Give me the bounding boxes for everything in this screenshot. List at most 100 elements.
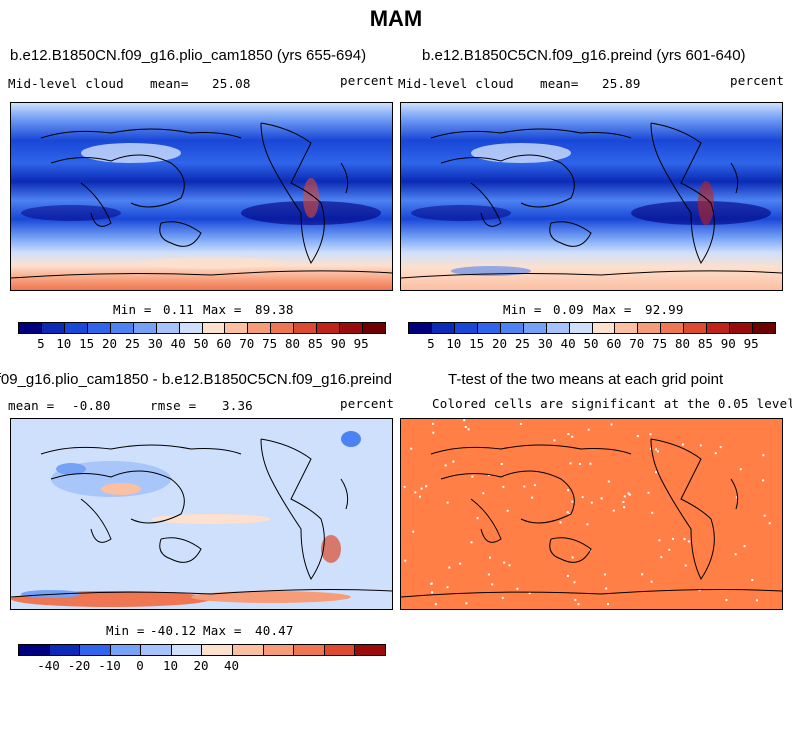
colorbar-top-left-swatch bbox=[110, 323, 134, 333]
max-label-bottom-left: Max = bbox=[203, 623, 242, 638]
colorbar-bottom-left-tick-label: 0 bbox=[136, 658, 144, 673]
colorbar-top-right-tick-label: 25 bbox=[514, 336, 530, 351]
non-significant-cell bbox=[506, 509, 509, 512]
colorbar-top-right-swatch bbox=[707, 323, 731, 333]
non-significant-cell bbox=[523, 485, 526, 488]
colorbar-top-right-swatch bbox=[638, 323, 662, 333]
colorbar-top-left-swatch bbox=[248, 323, 272, 333]
non-significant-cell bbox=[528, 592, 531, 594]
colorbar-top-left-swatch bbox=[202, 323, 226, 333]
non-significant-cell bbox=[607, 480, 610, 483]
colorbar-top-right-swatch bbox=[431, 323, 455, 333]
colorbar-top-right-swatch bbox=[592, 323, 616, 333]
non-significant-cell bbox=[605, 587, 608, 590]
non-significant-cell bbox=[581, 496, 584, 499]
panel-title-top-left: b.e12.B1850CN.f09_g16.plio_cam1850 (yrs … bbox=[10, 47, 367, 64]
mean-value-bottom-left: -0.80 bbox=[72, 398, 111, 413]
colorbar-bottom-left bbox=[18, 644, 386, 656]
colorbar-top-right-swatch bbox=[615, 323, 639, 333]
colorbar-top-right-swatch bbox=[477, 323, 501, 333]
non-significant-cell bbox=[647, 491, 650, 494]
colorbar-top-right-tick-label: 60 bbox=[606, 336, 622, 351]
colorbar-bottom-left-swatch bbox=[355, 645, 385, 655]
colorbar-top-left-swatch bbox=[179, 323, 203, 333]
non-significant-cell bbox=[431, 422, 434, 425]
colorbar-top-right-swatch bbox=[500, 323, 524, 333]
colorbar-bottom-left-swatch bbox=[49, 645, 81, 655]
non-significant-cell bbox=[725, 599, 728, 602]
min-label-top-right: Min = bbox=[503, 302, 542, 317]
colorbar-top-right-swatch bbox=[546, 323, 570, 333]
non-significant-cell bbox=[699, 444, 702, 447]
non-significant-cell bbox=[448, 566, 451, 569]
mean-label-top-right: mean= bbox=[540, 76, 579, 91]
colorbar-top-left-swatch bbox=[64, 323, 88, 333]
significance-fill bbox=[401, 419, 782, 609]
mean-value-top-right: 25.89 bbox=[602, 76, 641, 91]
colorbar-bottom-left-tick-label: -10 bbox=[98, 658, 121, 673]
colorbar-top-right-tick-label: 30 bbox=[537, 336, 553, 351]
non-significant-cell bbox=[410, 447, 413, 450]
colorbar-top-left-tick-label: 60 bbox=[216, 336, 232, 351]
colorbar-bottom-left-tick-label: 10 bbox=[162, 658, 179, 673]
colorbar-bottom-left-tick-label: -20 bbox=[67, 658, 91, 673]
non-significant-cell bbox=[656, 450, 659, 453]
colorbar-bottom-left-swatch bbox=[294, 645, 325, 655]
non-significant-cell bbox=[567, 433, 570, 435]
non-significant-cell bbox=[403, 485, 406, 488]
non-significant-cell bbox=[500, 463, 503, 465]
variable-label-top-left: Mid-level cloud bbox=[8, 76, 124, 91]
colorbar-bottom-left-swatch bbox=[110, 645, 142, 655]
colorbar-top-left-tick-label: 30 bbox=[147, 336, 163, 351]
variable-label-top-right: Mid-level cloud bbox=[398, 76, 514, 91]
colorbar-top-left-swatch bbox=[41, 323, 65, 333]
non-significant-cell bbox=[600, 497, 603, 500]
non-significant-cell bbox=[476, 517, 479, 520]
non-significant-cell bbox=[571, 500, 574, 503]
min-label-bottom-left: Min = bbox=[106, 623, 145, 638]
max-value-top-left: 89.38 bbox=[255, 302, 294, 317]
non-significant-cell bbox=[501, 596, 504, 599]
non-significant-cell bbox=[641, 573, 644, 576]
colorbar-bottom-left-swatch bbox=[19, 645, 50, 655]
non-significant-cell bbox=[714, 452, 717, 455]
non-significant-cell bbox=[668, 548, 671, 551]
non-significant-cell bbox=[655, 471, 657, 474]
non-significant-cell bbox=[768, 522, 771, 525]
colorbar-top-left-tick-label: 50 bbox=[193, 336, 209, 351]
colorbar-bottom-left-swatch bbox=[171, 645, 203, 655]
non-significant-cell bbox=[687, 540, 690, 543]
colorbar-bottom-left-swatch bbox=[202, 645, 234, 655]
non-significant-cell bbox=[672, 537, 674, 540]
non-significant-cell bbox=[573, 581, 576, 584]
non-significant-cell bbox=[587, 428, 590, 431]
max-value-bottom-left: 40.47 bbox=[255, 623, 294, 638]
difference-field-bottom-left bbox=[11, 419, 392, 609]
colorbar-top-right-tick-label: 90 bbox=[720, 336, 736, 351]
colorbar-bottom-left-swatch bbox=[263, 645, 295, 655]
colorbar-top-right-tick-label: 15 bbox=[469, 336, 485, 351]
max-label-top-right: Max = bbox=[593, 302, 632, 317]
colorbar-top-right-swatch bbox=[523, 323, 547, 333]
colorbar-bottom-left-swatch bbox=[324, 645, 356, 655]
colorbar-top-left-tick-label: 90 bbox=[330, 336, 346, 351]
colorbar-top-right-swatch bbox=[569, 323, 593, 333]
colorbar-top-left-tick-label: 15 bbox=[79, 336, 95, 351]
units-top-right: percent bbox=[730, 73, 785, 88]
colorbar-top-left-swatch bbox=[87, 323, 111, 333]
colorbar-bottom-left-tick-label: -40 bbox=[37, 658, 60, 673]
non-significant-cell bbox=[589, 462, 592, 465]
non-significant-cell bbox=[636, 435, 639, 438]
colorbar-bottom-left-swatch bbox=[233, 645, 264, 655]
non-significant-cell bbox=[660, 556, 663, 559]
max-value-top-right: 92.99 bbox=[645, 302, 684, 317]
non-significant-cell bbox=[412, 530, 415, 533]
non-significant-cell bbox=[446, 501, 449, 504]
colorbar-top-left-tick-label: 75 bbox=[262, 336, 278, 351]
non-significant-cell bbox=[520, 423, 522, 425]
non-significant-cell bbox=[739, 468, 742, 471]
non-significant-cell bbox=[567, 489, 570, 492]
non-significant-cell bbox=[432, 431, 435, 434]
non-significant-cell bbox=[612, 509, 615, 512]
non-significant-cell bbox=[655, 448, 657, 451]
